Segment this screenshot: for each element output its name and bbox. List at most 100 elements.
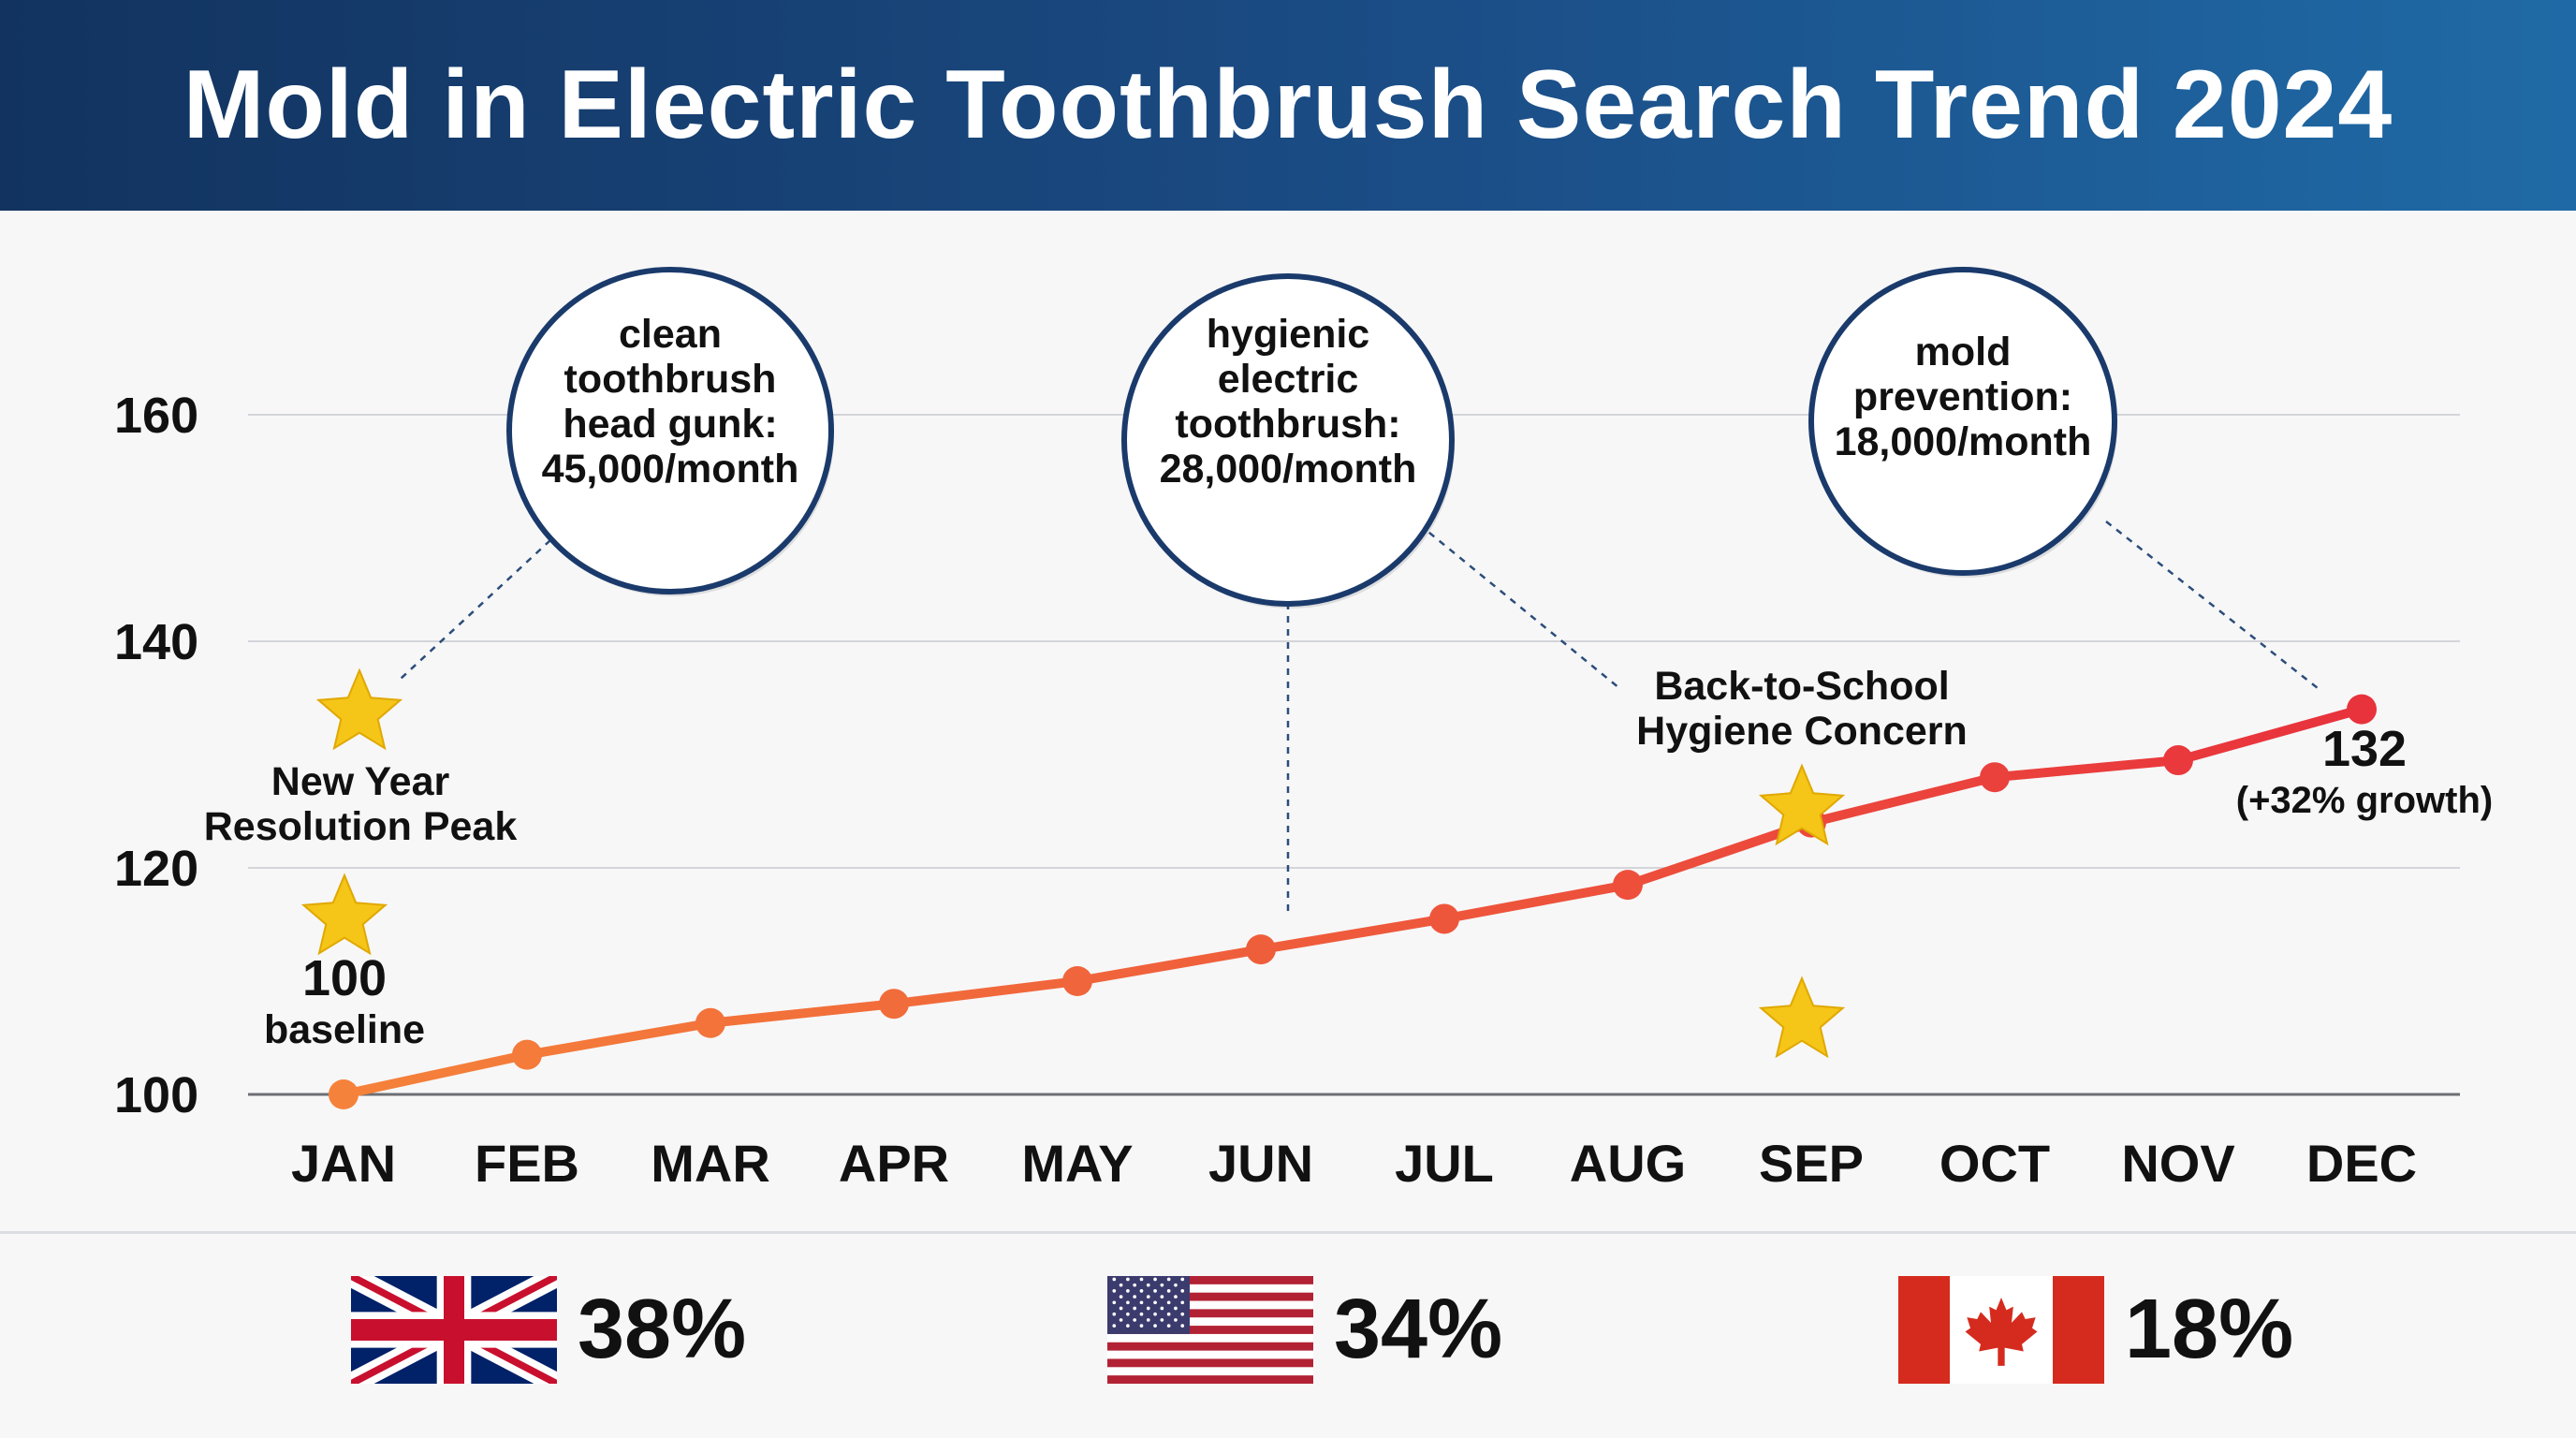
x-tick-label: SEP — [1759, 1134, 1864, 1193]
us-flag-star — [1153, 1312, 1157, 1316]
x-tick-label: MAY — [1021, 1134, 1133, 1193]
x-tick-label: OCT — [1939, 1134, 2050, 1193]
uk-flag-icon — [351, 1275, 557, 1384]
us-flag-star — [1180, 1299, 1185, 1304]
page-title: Mold in Electric Toothbrush Search Trend… — [183, 51, 2393, 159]
annotation-label: New Year — [271, 759, 450, 804]
us-flag-star — [1166, 1277, 1171, 1281]
star-marker-icon — [1758, 763, 1846, 846]
us-flag-star — [1174, 1294, 1178, 1299]
us-flag-star — [1166, 1299, 1171, 1304]
leader-line — [2105, 521, 2319, 689]
x-tick-label: FEB — [475, 1134, 579, 1193]
us-flag-star — [1166, 1312, 1171, 1316]
data-point — [1062, 966, 1092, 996]
us-flag-star — [1153, 1299, 1157, 1304]
bubble-label: 45,000/month — [542, 447, 799, 492]
us-flag-star — [1126, 1299, 1130, 1304]
us-flag-star — [1139, 1288, 1144, 1293]
y-tick-label: 160 — [114, 388, 198, 444]
us-flag-star — [1119, 1294, 1123, 1299]
keyword-bubble — [506, 267, 834, 594]
star-marker-icon — [300, 873, 388, 956]
bubble-label: electric — [1218, 357, 1359, 402]
canada-share-value: 18% — [2125, 1282, 2294, 1376]
bubble-label: mold — [1915, 330, 2012, 374]
data-point — [2347, 694, 2377, 725]
us-flag-star — [1166, 1288, 1171, 1293]
bubble-label: toothbrush: — [1175, 402, 1400, 447]
us-flag-star — [1133, 1294, 1137, 1299]
us-flag-star — [1160, 1317, 1164, 1322]
x-tick-label: JUL — [1395, 1134, 1494, 1193]
us-flag-star — [1160, 1306, 1164, 1310]
bubble-label: head gunk: — [563, 402, 777, 447]
us-flag-star — [1153, 1288, 1157, 1293]
us-flag-star — [1119, 1317, 1123, 1322]
country-share-uk: 38% — [351, 1273, 746, 1386]
star-marker-icon — [1758, 976, 1846, 1059]
us-flag-star — [1160, 1283, 1164, 1286]
us-flag-star — [1126, 1323, 1130, 1328]
annotation-label: 132 — [2322, 721, 2407, 777]
bubble-label: hygienic — [1207, 312, 1369, 357]
series-line — [339, 704, 2366, 1099]
us-flag-star — [1180, 1312, 1185, 1316]
us-flag-star — [1139, 1312, 1144, 1316]
us-flag-star — [1174, 1317, 1178, 1322]
x-tick-label: JAN — [291, 1134, 396, 1193]
bubble-label: prevention: — [1853, 374, 2072, 419]
us-flag-star — [1146, 1283, 1150, 1286]
us-flag-star — [1139, 1277, 1144, 1281]
us-share-value: 34% — [1334, 1282, 1503, 1376]
data-point — [1429, 903, 1459, 934]
header-banner: Mold in Electric Toothbrush Search Trend… — [0, 0, 2576, 211]
us-flag-star — [1133, 1317, 1137, 1322]
x-tick-label: NOV — [2121, 1134, 2234, 1193]
data-point — [695, 1007, 725, 1038]
us-flag-star — [1174, 1306, 1178, 1310]
us-flag-star — [1146, 1317, 1150, 1322]
annotation-label: Resolution Peak — [204, 804, 518, 849]
us-flag-star — [1174, 1283, 1178, 1286]
us-flag-star — [1126, 1277, 1130, 1281]
bubble-label: 18,000/month — [1835, 419, 2092, 464]
us-flag-star — [1112, 1288, 1117, 1293]
bubble-label: clean — [619, 312, 722, 357]
keyword-bubble — [1121, 273, 1455, 607]
x-tick-label: DEC — [2306, 1134, 2417, 1193]
us-flag-star — [1112, 1323, 1117, 1328]
x-tick-label: JUN — [1208, 1134, 1313, 1193]
uk-share-value: 38% — [578, 1282, 747, 1376]
y-tick-label: 140 — [114, 614, 198, 670]
annotation-label: Back-to-School — [1654, 664, 1949, 709]
us-flag-star — [1153, 1277, 1157, 1281]
annotation-label: 100 — [302, 950, 387, 1006]
us-flag-star — [1126, 1312, 1130, 1316]
data-point — [1613, 870, 1643, 901]
annotation-label: baseline — [264, 1007, 425, 1052]
x-tick-label: MAR — [651, 1134, 770, 1193]
us-flag-star — [1180, 1277, 1185, 1281]
data-point — [329, 1079, 359, 1109]
bubble-label: toothbrush — [564, 357, 777, 402]
us-flag-star — [1119, 1306, 1123, 1310]
y-tick-label: 120 — [114, 841, 198, 897]
footer-divider — [0, 1231, 2576, 1234]
star-marker-icon — [315, 668, 403, 751]
data-point — [512, 1039, 542, 1070]
us-flag-star — [1133, 1283, 1137, 1286]
leader-line — [1418, 523, 1620, 689]
us-flag-star — [1180, 1323, 1185, 1328]
us-flag-star — [1112, 1299, 1117, 1304]
us-flag-star — [1166, 1323, 1171, 1328]
us-flag-star — [1119, 1283, 1123, 1286]
canada-flag-icon — [1898, 1275, 2104, 1384]
bubble-label: 28,000/month — [1160, 447, 1417, 492]
data-point — [1980, 762, 2010, 793]
us-flag-star — [1112, 1312, 1117, 1316]
country-share-us: 34% — [1107, 1273, 1502, 1386]
data-point — [1246, 934, 1276, 965]
us-flag-star — [1126, 1288, 1130, 1293]
x-tick-label: AUG — [1570, 1134, 1686, 1193]
